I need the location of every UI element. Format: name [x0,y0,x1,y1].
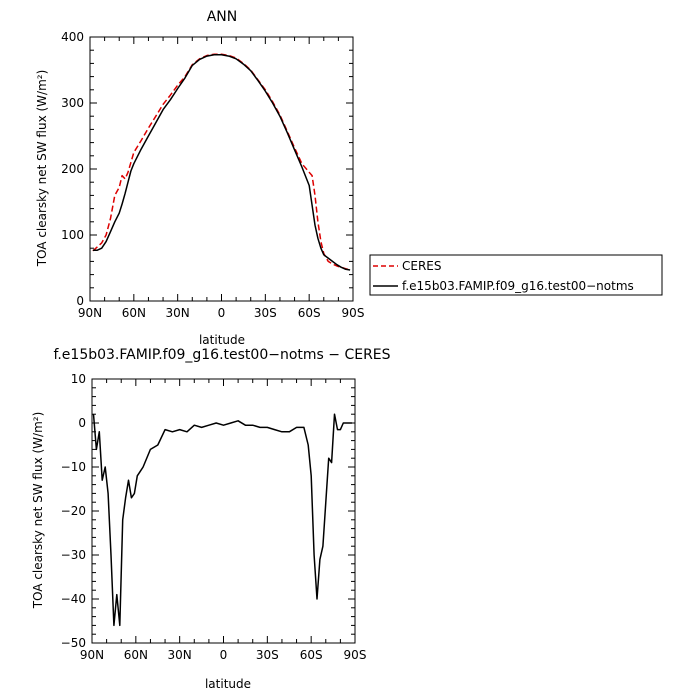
bottom-series-line-0 [92,413,353,627]
bottom-y-tick-label: −10 [61,460,86,474]
bottom-x-tick-label: 90S [344,648,367,662]
top-x-tick-label: 90S [342,306,365,320]
bottom-plot-frame [91,378,356,644]
top-series-line-0 [92,53,351,271]
top-x-tick-label: 30N [166,306,190,320]
top-panel: ANN TOA clearsky net SW flux (W/m²) lati… [35,9,364,347]
bottom-y-tick-label: −30 [61,548,86,562]
bottom-x-tick-label: 0 [220,648,228,662]
top-y-tick-label: 300 [61,96,84,110]
legend-label-model: f.e15b03.FAMIP.f09_g16.test00−notms [402,279,634,293]
bottom-x-axis-label: latitude [205,677,251,691]
top-x-tick-label: 90N [78,306,102,320]
bottom-y-axis-label: TOA clearsky net SW flux (W/m²) [31,412,45,610]
legend: CERES f.e15b03.FAMIP.f09_g16.test00−notm… [369,254,663,296]
bottom-x-tick-label: 90N [80,648,104,662]
top-y-tick-label: 100 [61,228,84,242]
bottom-x-tick-label: 60S [300,648,323,662]
legend-box [369,254,663,296]
top-chart-title: ANN [207,9,238,25]
legend-label-ceres: CERES [402,259,442,273]
bottom-x-tick-label: 30S [256,648,279,662]
bottom-panel: f.e15b03.FAMIP.f09_g16.test00−notms − CE… [31,347,391,691]
top-y-tick-label: 400 [61,30,84,44]
top-x-tick-label: 60S [298,306,321,320]
top-x-tick-label: 30S [254,306,277,320]
top-series-line-1 [92,54,351,271]
bottom-x-tick-label: 30N [168,648,192,662]
top-y-axis-label: TOA clearsky net SW flux (W/m²) [35,70,49,268]
bottom-chart-title: f.e15b03.FAMIP.f09_g16.test00−notms − CE… [53,347,390,363]
bottom-y-tick-label: −40 [61,592,86,606]
top-x-axis-label: latitude [199,333,245,347]
top-y-tick-label: 0 [76,294,84,308]
bottom-y-tick-label: 0 [78,416,86,430]
bottom-y-tick-label: 10 [71,372,86,386]
top-y-tick-label: 200 [61,162,84,176]
top-x-tick-label: 0 [218,306,226,320]
bottom-y-tick-label: −20 [61,504,86,518]
top-plot-frame [89,36,354,302]
top-x-tick-label: 60N [122,306,146,320]
bottom-y-tick-label: −50 [61,636,86,650]
bottom-x-tick-label: 60N [124,648,148,662]
